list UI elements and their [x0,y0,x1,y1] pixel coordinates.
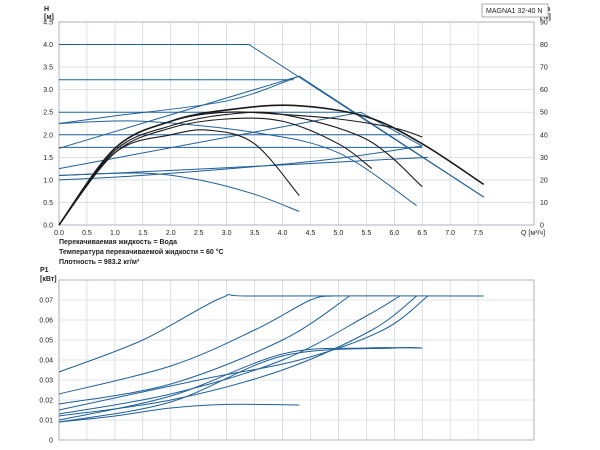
x-tick-label: 1.5 [138,230,148,237]
chart-title: MAGNA1 32-40 N [486,8,542,15]
bottom-y-axis-label: P1 [40,267,49,274]
bottom-series-p-prop-3 [58,295,401,415]
bottom-series-p-const-2 [58,346,423,423]
bottom-chart-grid [59,299,534,421]
top-series-control-1 [58,75,484,198]
y2-tick-label: 70 [540,65,548,72]
chart-title-box [481,3,549,18]
top-chart-series [58,44,485,226]
y2-tick-label: 90 [540,20,548,27]
top-series-eta-4 [58,111,423,226]
p1-tick-label: 0.04 [39,358,53,365]
bottom-chart-ticks: 0 0.01 0.02 0.03 0.04 0.05 0.06 0.07 [39,298,53,445]
x-tick-label: 4.5 [306,230,316,237]
x-tick-label: Q [м³/ч] [521,230,545,237]
bottom-chart-frame [58,279,535,441]
y2-tick-label: 80 [540,42,548,49]
y2-tick-label: 60 [540,87,548,94]
top-series-eta-2 [58,117,373,226]
y2-tick-label: 40 [540,132,548,139]
y-tick-label: 1.5 [43,155,53,162]
y2-tick-label: 20 [540,177,548,184]
y-tick-label: 4.5 [43,20,53,27]
bottom-series-p-min [58,403,300,423]
p1-tick-label: 0.03 [39,378,53,385]
y-tick-label: 0.0 [43,223,53,230]
top-chart-frame [58,21,535,226]
y-tick-label: 3.5 [43,65,53,72]
x-tick-label: 5.5 [361,230,371,237]
x-tick-label: 7.5 [473,230,483,237]
p1-tick-label: 0.02 [39,398,53,405]
p1-tick-label: 0.06 [39,318,53,325]
top-series-control-2 [58,111,423,170]
top-y2-axis-unit: [%] [540,14,551,21]
y2-tick-label: 10 [540,200,548,207]
x-tick-label: 1.0 [110,230,120,237]
p1-tick-label: 0.07 [39,298,53,305]
y-tick-label: 4.0 [43,42,53,49]
x-tick-label: 2.0 [166,230,176,237]
top-series-h-prop-1-1 [58,156,428,176]
top-series-mid-curve-1 [58,120,417,207]
p1-tick-label: 0.01 [39,418,53,425]
density-note: Плотность = 983.2 кг/м³ [59,259,140,266]
bottom-y-axis-unit: [кВт] [40,276,57,283]
p1-tick-label: 0.05 [39,338,53,345]
top-series-h-prop-2-25 [58,75,300,124]
bottom-chart-series [58,293,484,423]
x-tick-label: 7.0 [445,230,455,237]
y2-tick-label: 30 [540,155,548,162]
bottom-series-p-prop-4 [58,295,417,417]
bottom-series-p-prop-5 [58,295,429,411]
x-tick-label: 0.0 [54,230,64,237]
top-series-h-prop-1-0 [58,145,423,181]
x-tick-label: 2.5 [194,230,204,237]
p1-tick-label: 0 [49,438,53,445]
top-chart-ticks: 0.0 0.5 1.0 1.5 2.0 2.5 3.0 3.5 4.0 4.5 5.0 5.5 6.0 6… [43,20,548,238]
top-y-axis-label: H [44,6,49,13]
x-tick-label: 6.0 [389,230,399,237]
y-tick-label: 1.0 [43,177,53,184]
x-tick-label: 4.0 [278,230,288,237]
y-tick-label: 0.5 [43,200,53,207]
temperature-note: Температура перекачиваемой жидкости = 60… [59,248,224,256]
x-tick-label: 0.5 [82,230,92,237]
fluid-note: Перекачиваемая жидкость = Вода [59,239,177,246]
top-series-min-curve [58,172,300,212]
top-series-eta-max [58,104,485,226]
bottom-series-p-prop-2 [58,295,350,405]
y2-tick-label: 50 [540,110,548,117]
x-tick-label: 5.0 [334,230,344,237]
top-y-axis-unit: [м] [44,14,54,21]
bottom-series-p-prop-1 [58,295,333,395]
y2-tick-label: 0 [540,223,544,230]
y-tick-label: 3.0 [43,87,53,94]
y-tick-label: 2.0 [43,132,53,139]
bottom-series-p-const-1 [58,347,423,421]
x-tick-label: 3.0 [222,230,232,237]
bottom-series-p-max [58,293,484,373]
y-tick-label: 2.5 [43,110,53,117]
x-tick-label: 6.5 [417,230,427,237]
top-series-eta-1 [58,129,300,226]
top-series-eta-3 [58,111,423,226]
x-tick-label: 3.5 [250,230,260,237]
